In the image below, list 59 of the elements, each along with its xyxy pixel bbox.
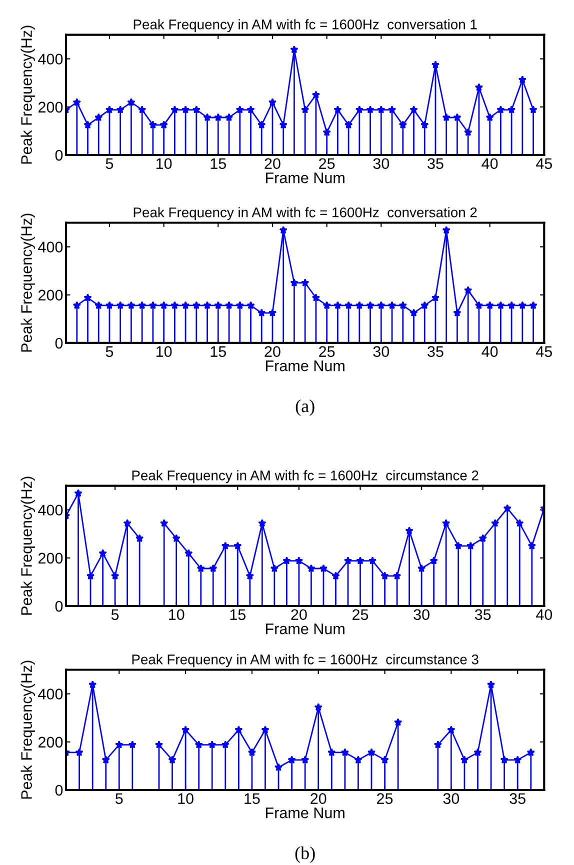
x-tick-label: 10 xyxy=(178,793,194,804)
y-tick-label: 200 xyxy=(38,552,63,564)
text: (b) xyxy=(295,846,315,863)
x-axis-title: Frame Num xyxy=(266,360,344,372)
x-tick-label: 30 xyxy=(373,158,390,170)
y-axis-title: Peak Frequency(Hz) xyxy=(20,214,35,352)
x-tick-label: 25 xyxy=(319,158,335,170)
y-tick-label: 200 xyxy=(38,290,63,301)
text: (a) xyxy=(296,399,314,416)
y-axis-title: Peak Frequency(Hz) xyxy=(20,26,35,164)
x-tick-label: 5 xyxy=(116,793,123,804)
y-tick-label: 200 xyxy=(38,736,63,748)
x-tick-label: 20 xyxy=(264,158,280,170)
y-tick-label: 400 xyxy=(38,242,63,252)
x-tick-label: 30 xyxy=(373,346,390,357)
chart-title: Peak Frequency in AM with fc = 1600Hz circumstance 3 xyxy=(132,654,478,668)
x-tick-label: 25 xyxy=(352,609,368,620)
x-tick-label: 15 xyxy=(244,793,260,804)
x-tick-label: 25 xyxy=(377,793,393,804)
chart-title: Peak Frequency in AM with fc = 1600Hz conversation 2 xyxy=(134,207,477,220)
x-tick-label: 30 xyxy=(414,609,430,620)
x-axis-title: Frame Num xyxy=(266,808,344,818)
y-tick-label: 400 xyxy=(38,688,63,700)
y-axis-title: Peak Frequency(Hz) xyxy=(20,476,35,615)
x-tick-label: 20 xyxy=(310,793,326,804)
y-tick-label: 0 xyxy=(55,338,63,349)
x-axis-title: Frame Num xyxy=(266,172,344,184)
x-tick-label: 10 xyxy=(156,346,172,357)
x-tick-label: 15 xyxy=(210,346,226,357)
x-tick-label: 15 xyxy=(210,158,226,170)
x-tick-label: 40 xyxy=(482,346,498,357)
chart-title: Peak Frequency in AM with fc = 1600Hz circumstance 2 xyxy=(132,470,478,484)
x-tick-label: 35 xyxy=(428,346,444,357)
x-tick-label: 35 xyxy=(474,609,491,620)
x-tick-label: 40 xyxy=(482,158,498,170)
x-tick-label: 5 xyxy=(106,158,114,170)
x-tick-label: 20 xyxy=(291,609,307,620)
x-tick-label: 10 xyxy=(156,158,172,170)
x-tick-label: 20 xyxy=(264,346,280,357)
chart-title: Peak Frequency in AM with fc = 1600Hz conversation 1 xyxy=(134,19,477,32)
x-tick-label: 30 xyxy=(443,793,460,804)
y-axis-title: Peak Frequency(Hz) xyxy=(20,660,35,799)
x-tick-label: 5 xyxy=(111,609,119,620)
x-axis-title: Frame Num xyxy=(266,624,344,634)
y-tick-label: 400 xyxy=(38,504,63,516)
x-tick-label: 45 xyxy=(536,158,552,170)
x-tick-label: 35 xyxy=(428,158,444,170)
x-tick-label: 25 xyxy=(319,346,335,357)
x-tick-label: 40 xyxy=(536,609,552,620)
x-tick-label: 10 xyxy=(169,609,184,620)
y-tick-label: 200 xyxy=(38,102,63,113)
x-tick-label: 15 xyxy=(230,609,246,620)
y-tick-label: 0 xyxy=(55,150,63,161)
y-tick-label: 0 xyxy=(55,784,63,796)
x-tick-label: 5 xyxy=(106,346,114,357)
x-tick-label: 35 xyxy=(510,793,526,804)
y-tick-label: 400 xyxy=(38,54,63,65)
y-tick-label: 0 xyxy=(55,600,63,612)
x-tick-label: 45 xyxy=(536,346,552,357)
